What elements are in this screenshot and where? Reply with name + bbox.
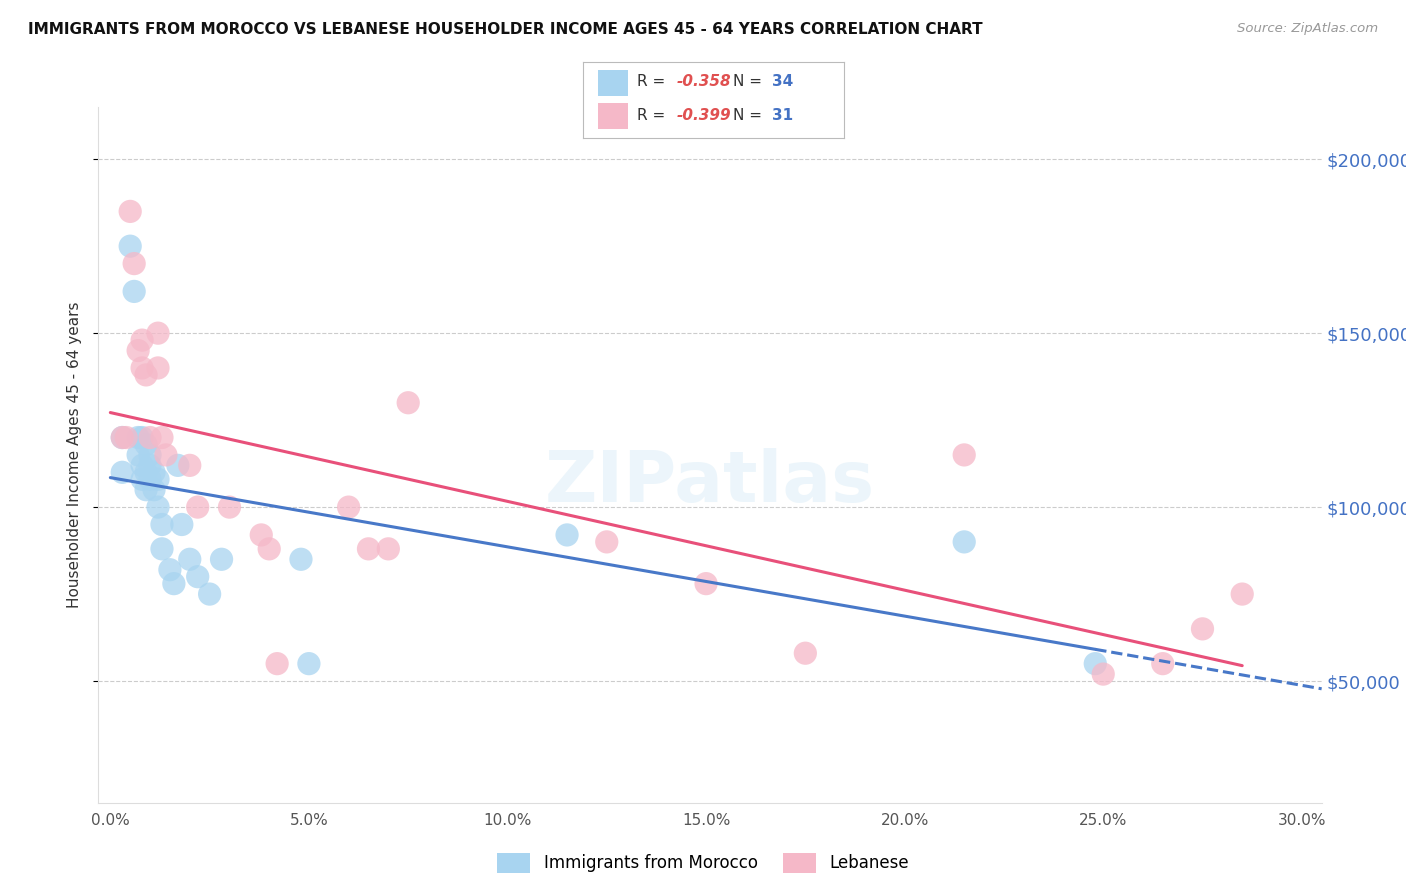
Point (135, 368, 157, 382)
Point (150, 431, 173, 445)
Point (170, 517, 193, 532)
Point (1092, 667, 1115, 681)
Point (211, 552, 233, 566)
Point (596, 534, 619, 549)
Point (127, 343, 149, 358)
Point (187, 500, 209, 514)
Point (250, 528, 273, 542)
Point (111, 466, 134, 480)
Point (163, 576, 186, 591)
Point (1232, 587, 1254, 601)
Point (139, 448, 162, 462)
Point (120, 239, 142, 253)
Point (131, 431, 153, 445)
Point (139, 472, 162, 486)
Point (337, 500, 360, 514)
Point (143, 483, 166, 497)
Point (187, 570, 209, 584)
Point (257, 541, 280, 556)
Point (146, 326, 169, 340)
Point (139, 431, 162, 445)
Point (198, 587, 221, 601)
Point (111, 431, 134, 445)
Point (1191, 622, 1213, 636)
Point (135, 437, 157, 451)
Point (143, 466, 166, 480)
Text: ZIPatlas: ZIPatlas (546, 449, 875, 517)
Point (127, 448, 149, 462)
Point (146, 472, 169, 486)
Text: -0.358: -0.358 (676, 74, 731, 88)
Point (179, 552, 201, 566)
Point (131, 360, 153, 375)
Point (131, 458, 153, 473)
Point (357, 541, 380, 556)
Point (155, 448, 177, 462)
Text: 34: 34 (772, 74, 793, 88)
Point (266, 657, 288, 671)
Point (396, 396, 419, 410)
Text: R =: R = (637, 74, 671, 88)
Point (131, 333, 153, 347)
Point (953, 534, 976, 549)
Point (953, 448, 976, 462)
Point (139, 458, 162, 473)
Y-axis label: Householder Income Ages 45 - 64 years: Householder Income Ages 45 - 64 years (67, 301, 83, 608)
Point (159, 563, 181, 577)
Point (695, 576, 717, 591)
Point (1152, 657, 1174, 671)
Point (135, 483, 157, 497)
Point (218, 500, 240, 514)
Text: N =: N = (733, 108, 766, 122)
Text: Source: ZipAtlas.com: Source: ZipAtlas.com (1237, 22, 1378, 36)
Point (111, 431, 134, 445)
Text: -0.399: -0.399 (676, 108, 731, 122)
Point (120, 204, 142, 219)
Point (298, 657, 321, 671)
Point (150, 541, 173, 556)
Point (122, 285, 145, 299)
Point (555, 528, 578, 542)
Point (146, 500, 169, 514)
Point (135, 466, 157, 480)
Point (131, 472, 153, 486)
Text: 31: 31 (772, 108, 793, 122)
Point (1084, 657, 1107, 671)
Point (146, 360, 169, 375)
Point (166, 458, 188, 473)
Text: R =: R = (637, 108, 671, 122)
Text: IMMIGRANTS FROM MOROCCO VS LEBANESE HOUSEHOLDER INCOME AGES 45 - 64 YEARS CORREL: IMMIGRANTS FROM MOROCCO VS LEBANESE HOUS… (28, 22, 983, 37)
Legend: Immigrants from Morocco, Lebanese: Immigrants from Morocco, Lebanese (491, 847, 915, 880)
Point (115, 431, 138, 445)
Point (127, 431, 149, 445)
Point (290, 552, 312, 566)
Point (794, 646, 817, 660)
Point (377, 541, 399, 556)
Point (122, 256, 145, 270)
Text: N =: N = (733, 74, 766, 88)
Point (150, 517, 173, 532)
Point (179, 458, 201, 473)
